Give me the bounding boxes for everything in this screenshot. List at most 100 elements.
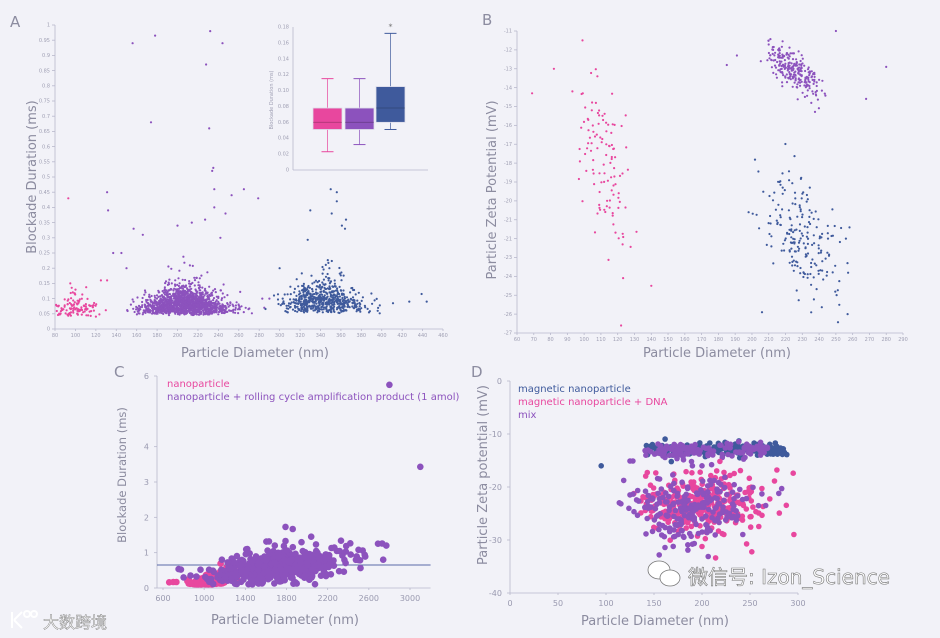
data-point [791, 58, 795, 61]
data-point [731, 481, 737, 488]
data-point [795, 58, 798, 61]
inset-y-tick-label: 0.12 [278, 72, 289, 78]
data-point [806, 84, 809, 87]
data-point [812, 217, 815, 220]
data-point [162, 291, 165, 294]
x-tick-label: 200 [173, 333, 183, 339]
data-point [141, 300, 144, 304]
data-point [781, 81, 784, 84]
data-point [310, 274, 313, 277]
data-point [184, 284, 188, 287]
data-point [798, 79, 801, 82]
x-tick-label: 1800 [276, 594, 296, 603]
data-point [326, 561, 333, 568]
data-point [189, 304, 192, 307]
data-point [787, 64, 790, 67]
x-tick-label: 150 [663, 337, 673, 343]
data-point [644, 469, 651, 476]
data-point [606, 179, 610, 182]
data-point [618, 174, 622, 177]
data-point [607, 123, 610, 126]
y-tick-label: -13 [504, 66, 512, 72]
data-point [790, 228, 793, 231]
series-purple [725, 29, 888, 113]
data-point [685, 547, 691, 553]
data-point [777, 56, 780, 59]
data-point [716, 511, 723, 517]
box [312, 107, 343, 130]
x-tick-label: 420 [397, 333, 407, 339]
data-point [722, 474, 728, 481]
data-point [289, 285, 292, 288]
data-point [329, 295, 332, 298]
data-point [793, 71, 796, 74]
data-point [655, 512, 661, 518]
series-purple [106, 30, 271, 317]
data-point [826, 224, 829, 227]
data-point [321, 265, 324, 269]
data-point [661, 533, 668, 540]
data-point [378, 312, 381, 315]
data-point [781, 208, 784, 211]
data-point [85, 314, 88, 317]
data-point [318, 310, 321, 313]
data-point [817, 247, 820, 250]
data-point [715, 501, 721, 508]
data-point [815, 288, 818, 291]
data-point [68, 301, 71, 305]
data-point [147, 303, 151, 306]
data-point [216, 306, 219, 309]
data-point [193, 276, 196, 279]
data-point [722, 517, 729, 523]
data-point [838, 303, 841, 306]
data-point [71, 291, 74, 294]
data-point [611, 92, 614, 95]
data-point [813, 262, 816, 265]
data-point [783, 189, 786, 192]
data-point [282, 523, 289, 531]
y-tick-label: -18 [504, 161, 512, 167]
data-point [798, 229, 801, 232]
data-point [250, 312, 253, 315]
data-point [328, 285, 331, 288]
data-point [800, 70, 803, 73]
data-point [360, 307, 363, 310]
data-point [208, 285, 211, 288]
data-point [356, 308, 359, 311]
data-point [799, 208, 802, 211]
data-point [301, 308, 304, 311]
data-point [800, 232, 803, 235]
data-point [199, 292, 202, 295]
data-point [801, 192, 804, 195]
data-point [605, 205, 608, 208]
y-tick-label: 0.9 [42, 53, 50, 59]
data-point [194, 306, 197, 309]
data-point [156, 309, 159, 312]
data-point [340, 271, 343, 274]
data-point [777, 47, 781, 51]
data-point [312, 541, 320, 548]
data-point [838, 280, 841, 283]
data-point [650, 284, 653, 287]
data-point [346, 304, 350, 307]
data-point [197, 284, 200, 287]
data-point [283, 302, 286, 305]
data-point [181, 278, 184, 281]
data-point [375, 297, 378, 300]
data-point [169, 303, 172, 306]
x-tick-label: 180 [714, 337, 724, 343]
data-point [663, 512, 669, 518]
data-point [66, 299, 69, 302]
data-point [294, 302, 297, 305]
data-point [326, 272, 329, 276]
data-point [665, 519, 671, 526]
data-point [815, 84, 818, 88]
data-point [802, 242, 805, 245]
data-point [789, 74, 792, 77]
data-point [229, 301, 232, 305]
data-point [168, 278, 171, 281]
data-point [187, 299, 190, 302]
data-point [776, 510, 783, 516]
data-point [605, 143, 608, 146]
data-point [144, 305, 147, 308]
